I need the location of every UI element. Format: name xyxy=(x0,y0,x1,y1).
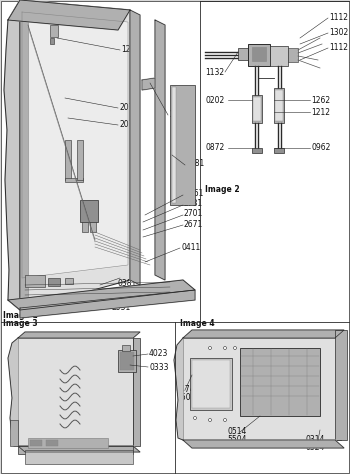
Text: Image 2: Image 2 xyxy=(205,185,240,194)
Text: 0202: 0202 xyxy=(205,95,224,104)
Bar xyxy=(18,446,133,454)
Bar xyxy=(118,350,136,372)
Bar xyxy=(25,275,45,287)
Circle shape xyxy=(224,419,226,421)
Bar xyxy=(190,358,232,410)
Text: Image 1: Image 1 xyxy=(3,311,38,320)
Text: 0411: 0411 xyxy=(181,243,200,252)
Text: 0514: 0514 xyxy=(227,428,246,437)
Text: Image 4: Image 4 xyxy=(180,319,215,328)
Bar xyxy=(238,48,248,60)
Bar xyxy=(46,440,58,446)
Circle shape xyxy=(209,346,211,349)
Bar xyxy=(335,330,347,440)
Bar xyxy=(10,420,18,446)
Bar xyxy=(65,278,73,284)
Text: 1302: 1302 xyxy=(329,27,348,36)
Polygon shape xyxy=(4,0,20,310)
Polygon shape xyxy=(8,338,18,446)
Text: 1221: 1221 xyxy=(121,45,140,54)
Polygon shape xyxy=(183,330,344,338)
Text: 0962: 0962 xyxy=(311,144,330,153)
Polygon shape xyxy=(18,332,140,338)
Text: 0324: 0324 xyxy=(305,444,324,453)
Text: 0381: 0381 xyxy=(118,279,137,288)
Bar xyxy=(30,440,42,446)
Bar xyxy=(18,338,133,446)
Text: 3561: 3561 xyxy=(184,190,203,199)
Bar xyxy=(270,46,288,66)
Bar xyxy=(122,345,130,351)
Bar xyxy=(120,352,134,370)
Bar xyxy=(172,87,176,203)
Bar xyxy=(50,38,54,44)
Polygon shape xyxy=(20,290,195,318)
Bar xyxy=(248,44,270,66)
Text: 1112: 1112 xyxy=(329,12,348,21)
Bar xyxy=(133,338,140,446)
Polygon shape xyxy=(22,12,128,278)
Bar xyxy=(288,48,298,62)
Text: 1112: 1112 xyxy=(329,43,348,52)
Bar xyxy=(65,178,83,182)
Text: 2071: 2071 xyxy=(119,119,138,128)
Text: 0872: 0872 xyxy=(205,144,224,153)
Text: 2701: 2701 xyxy=(184,210,203,219)
Text: 2781: 2781 xyxy=(184,200,203,209)
Text: Image 3: Image 3 xyxy=(3,319,38,328)
Text: 1262: 1262 xyxy=(311,95,330,104)
Bar xyxy=(240,348,320,416)
Bar xyxy=(274,88,284,123)
Bar xyxy=(192,360,230,408)
Bar xyxy=(252,95,262,123)
Text: 2671: 2671 xyxy=(184,219,203,228)
Bar xyxy=(77,140,83,180)
Bar xyxy=(65,140,71,180)
Circle shape xyxy=(224,346,226,349)
Bar xyxy=(183,338,341,440)
Text: 5504: 5504 xyxy=(227,436,246,445)
Text: 0381: 0381 xyxy=(186,159,205,168)
Bar xyxy=(90,222,96,232)
Text: 1132: 1132 xyxy=(205,67,224,76)
Text: 2081: 2081 xyxy=(88,300,107,309)
Text: 2071: 2071 xyxy=(119,102,138,111)
Polygon shape xyxy=(183,440,344,448)
Text: 0333: 0333 xyxy=(149,363,168,372)
Bar xyxy=(80,200,98,222)
Circle shape xyxy=(209,419,211,421)
Bar xyxy=(28,438,108,448)
Polygon shape xyxy=(8,280,195,310)
Text: 2081: 2081 xyxy=(169,109,188,118)
Bar xyxy=(252,148,262,153)
Text: 0314: 0314 xyxy=(305,436,324,445)
Bar xyxy=(274,148,284,153)
Bar xyxy=(25,450,133,464)
Bar xyxy=(252,47,266,61)
Polygon shape xyxy=(142,78,155,90)
Bar xyxy=(253,97,261,121)
Text: 0381: 0381 xyxy=(28,300,47,309)
Polygon shape xyxy=(18,446,140,452)
Text: 5504: 5504 xyxy=(176,393,196,402)
Text: 4023: 4023 xyxy=(149,348,168,357)
Bar xyxy=(275,90,283,121)
Bar xyxy=(20,0,28,310)
Bar xyxy=(82,222,88,232)
Polygon shape xyxy=(130,10,140,285)
Polygon shape xyxy=(20,0,130,310)
Bar xyxy=(48,278,60,286)
Polygon shape xyxy=(8,0,130,30)
Bar xyxy=(170,85,195,205)
Text: 2551: 2551 xyxy=(112,303,131,312)
Text: 0474: 0474 xyxy=(176,385,196,394)
Circle shape xyxy=(233,346,237,349)
Polygon shape xyxy=(155,20,165,280)
Bar xyxy=(50,25,58,37)
Circle shape xyxy=(194,417,196,419)
Text: 2541: 2541 xyxy=(52,303,71,312)
Text: 1212: 1212 xyxy=(311,108,330,117)
Polygon shape xyxy=(174,338,183,440)
